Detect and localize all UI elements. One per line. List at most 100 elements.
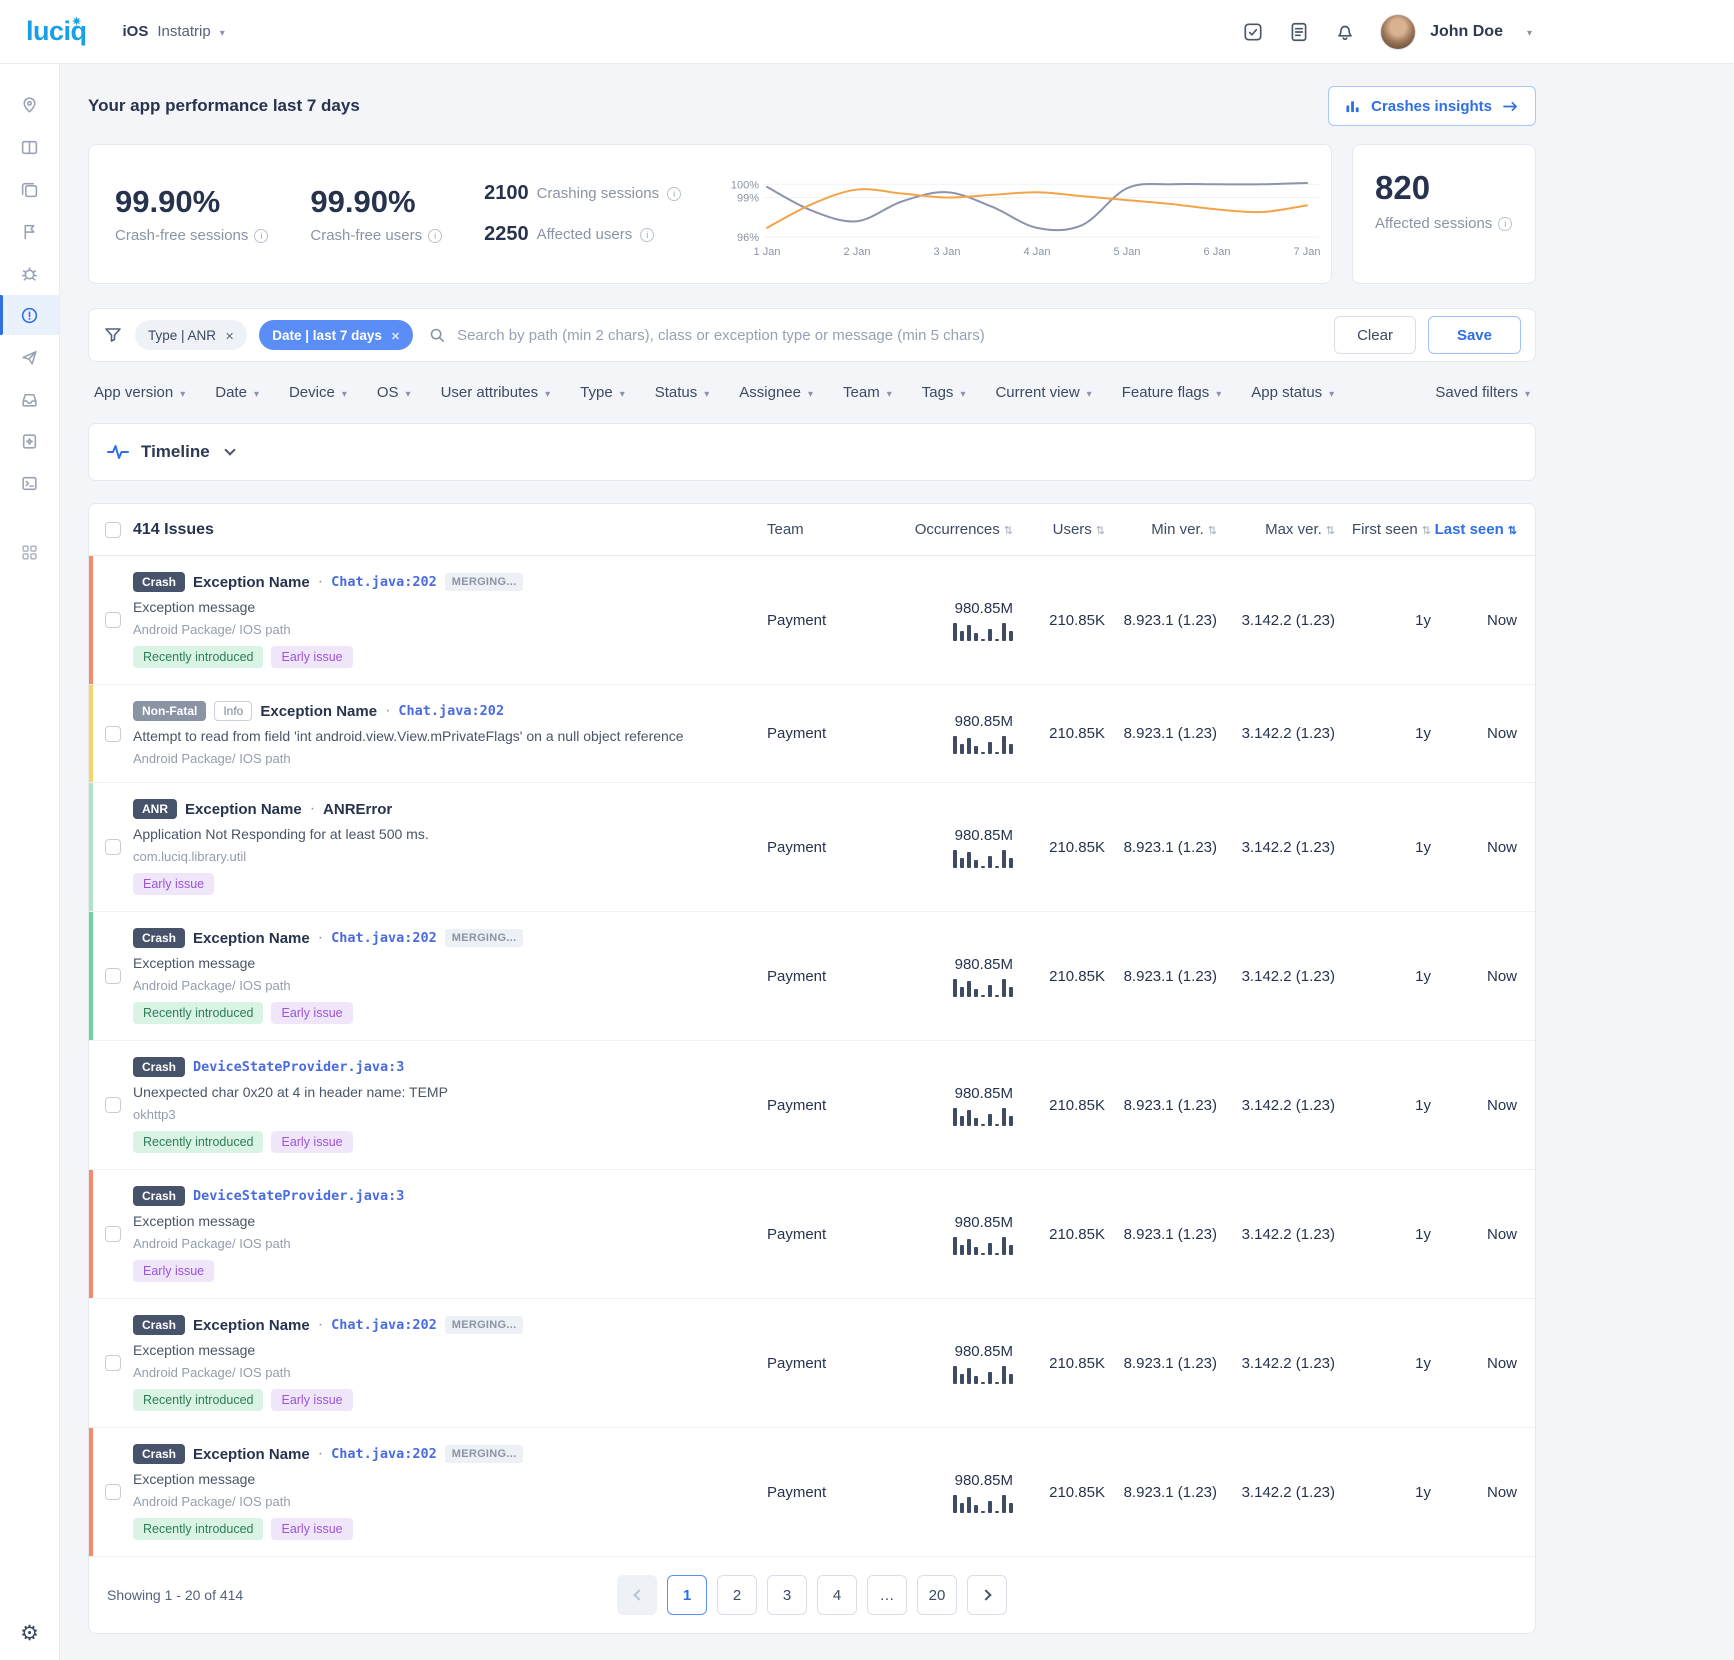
sidebar-item-apps-grid[interactable] (0, 532, 59, 572)
page-title: Your app performance last 7 days (88, 96, 360, 115)
select-all-checkbox[interactable] (105, 521, 121, 538)
save-filters-button[interactable]: Save (1427, 316, 1521, 354)
first-seen-cell: 1y (1415, 1483, 1431, 1501)
filter-dropdown-os[interactable]: OS (377, 384, 411, 401)
column-max-ver[interactable]: Max ver. (1265, 521, 1335, 538)
recently-introduced-tag: Recently introduced (133, 1518, 264, 1540)
filter-dropdown-app-version[interactable]: App version (94, 384, 185, 401)
table-row[interactable]: Crash DeviceStateProvider.java:3 Unexpec… (89, 1041, 1535, 1170)
avatar[interactable] (1380, 13, 1417, 50)
notifications-bell-icon[interactable] (1334, 21, 1356, 43)
column-occurrences[interactable]: Occurrences (915, 521, 1013, 538)
changelog-icon[interactable] (1288, 21, 1310, 43)
table-row[interactable]: Crash DeviceStateProvider.java:3 Excepti… (89, 1170, 1535, 1299)
column-first-seen[interactable]: First seen (1352, 521, 1431, 538)
row-checkbox[interactable] (105, 725, 121, 742)
issue-package: Android Package/ IOS path (133, 622, 291, 637)
column-users[interactable]: Users (1053, 521, 1105, 538)
filter-chip-date[interactable]: Date | last 7 days (259, 320, 414, 350)
info-icon[interactable] (640, 227, 655, 242)
separator-dot (318, 929, 323, 947)
issue-package: Android Package/ IOS path (133, 751, 291, 766)
page-button-4[interactable]: 4 (817, 1575, 857, 1615)
page-button-2[interactable]: 2 (717, 1575, 757, 1615)
crash-free-users-value: 99.90% (310, 184, 416, 219)
row-checkbox[interactable] (105, 1355, 121, 1371)
sidebar-item-reports[interactable] (0, 169, 59, 209)
table-row[interactable]: Crash Exception Name Chat.java:202 MERGI… (89, 556, 1535, 685)
next-page-button[interactable] (967, 1575, 1007, 1615)
table-row[interactable]: ANR Exception Name ANRError Application … (89, 783, 1535, 912)
row-checkbox[interactable] (105, 1226, 121, 1242)
column-team[interactable]: Team (767, 521, 863, 538)
filter-dropdown-status[interactable]: Status (655, 384, 710, 401)
row-checkbox[interactable] (105, 839, 121, 855)
max-ver-cell: 3.142.2 (1.23) (1241, 611, 1335, 629)
sidebar-item-features[interactable] (0, 421, 59, 461)
last-seen-cell: Now (1486, 967, 1517, 985)
user-name[interactable]: John Doe (1430, 22, 1503, 40)
table-row[interactable]: Crash Exception Name Chat.java:202 MERGI… (89, 1299, 1535, 1428)
filter-dropdown-app-status[interactable]: App status (1251, 384, 1334, 401)
remove-filter-icon[interactable] (391, 328, 400, 343)
sidebar-item-inbox[interactable] (0, 379, 59, 419)
page-button-3[interactable]: 3 (767, 1575, 807, 1615)
row-checkbox[interactable] (105, 612, 121, 628)
filter-dropdown-tags[interactable]: Tags (922, 384, 966, 401)
page-button-20[interactable]: 20 (917, 1575, 957, 1615)
info-icon[interactable] (254, 228, 269, 243)
chevron-down-icon[interactable] (1527, 23, 1532, 41)
sidebar-item-pin[interactable] (0, 85, 59, 125)
logo[interactable]: luciq (26, 16, 87, 47)
timeline-section[interactable]: Timeline (88, 423, 1536, 481)
table-row[interactable]: Crash Exception Name Chat.java:202 MERGI… (89, 1428, 1535, 1557)
chevron-down-icon (254, 384, 259, 401)
occurrences-sparkline (953, 1236, 1013, 1255)
column-min-ver[interactable]: Min ver. (1151, 521, 1217, 538)
platform-label: iOS (122, 23, 149, 40)
prev-page-button[interactable] (617, 1575, 657, 1615)
chevron-down-icon (223, 443, 236, 456)
filter-dropdown-current-view[interactable]: Current view (995, 384, 1091, 401)
column-last-seen[interactable]: Last seen (1435, 521, 1517, 538)
table-row[interactable]: Crash Exception Name Chat.java:202 MERGI… (89, 912, 1535, 1041)
filter-dropdown-user-attributes[interactable]: User attributes (441, 384, 551, 401)
settings-gear-icon[interactable] (0, 1621, 59, 1646)
filter-dropdown-feature-flags[interactable]: Feature flags (1122, 384, 1222, 401)
filter-dropdown-assignee[interactable]: Assignee (739, 384, 813, 401)
app-switcher[interactable]: iOS Instatrip (123, 23, 225, 40)
crashes-insights-button[interactable]: Crashes insights (1328, 86, 1536, 126)
max-ver-cell: 3.142.2 (1.23) (1241, 1225, 1335, 1243)
filter-dropdown-team[interactable]: Team (843, 384, 892, 401)
sidebar-item-flags[interactable] (0, 211, 59, 251)
saved-filters-dropdown[interactable]: Saved filters (1435, 384, 1530, 401)
filter-dropdown-date[interactable]: Date (215, 384, 259, 401)
page-button-1[interactable]: 1 (667, 1575, 707, 1615)
tasks-icon[interactable] (1242, 21, 1264, 43)
info-icon[interactable] (428, 228, 443, 243)
table-row[interactable]: Non-Fatal Info Exception Name Chat.java:… (89, 685, 1535, 783)
sidebar-item-crashes[interactable] (0, 295, 59, 335)
sidebar-item-boards[interactable] (0, 127, 59, 167)
column-label: Team (767, 521, 804, 538)
logo-spark-icon (72, 9, 81, 28)
info-icon[interactable] (1498, 216, 1513, 231)
remove-filter-icon[interactable] (225, 328, 234, 343)
row-checkbox[interactable] (105, 1097, 121, 1113)
filter-chip-type[interactable]: Type | ANR (135, 320, 248, 350)
issue-message: Attempt to read from field 'int android.… (133, 728, 684, 744)
first-seen-cell: 1y (1415, 1354, 1431, 1372)
issue-package: com.luciq.library.util (133, 849, 247, 864)
row-checkbox[interactable] (105, 968, 121, 984)
sidebar-item-bug-reports[interactable] (0, 253, 59, 293)
sidebar-item-releases[interactable] (0, 337, 59, 377)
chevron-down-icon (1216, 384, 1221, 401)
search-input[interactable] (455, 325, 1323, 345)
clear-filters-button[interactable]: Clear (1334, 316, 1416, 354)
info-icon[interactable] (667, 186, 682, 201)
filter-dropdown-type[interactable]: Type (580, 384, 625, 401)
filter-dropdown-row: App version Date Device OS User attribut… (88, 374, 1536, 423)
filter-dropdown-device[interactable]: Device (289, 384, 347, 401)
sidebar-item-terminal[interactable] (0, 463, 59, 503)
row-checkbox[interactable] (105, 1484, 121, 1500)
